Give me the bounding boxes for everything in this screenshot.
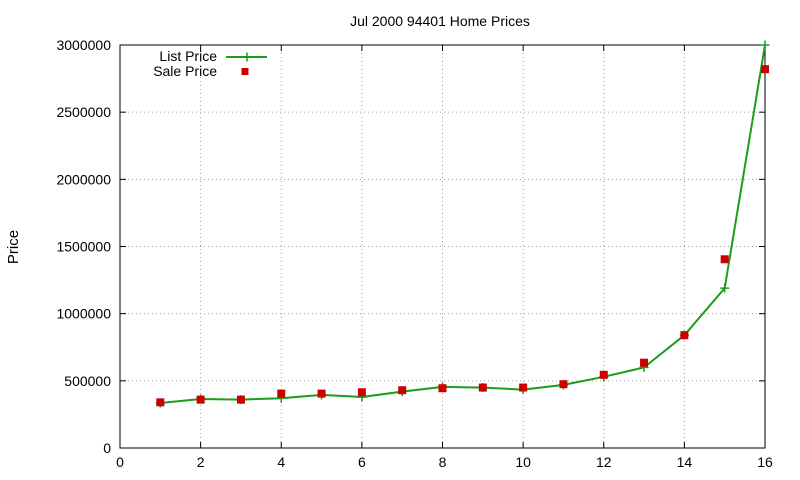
chart-title: Jul 2000 94401 Home Prices (350, 13, 530, 29)
sale-price-point (196, 395, 205, 404)
list-price-point (760, 40, 770, 50)
x-tick-label: 12 (596, 454, 612, 470)
axis-ticks: 0 2 4 6 8 10 12 14 16 0 500000 1000000 1500000 200000… (56, 37, 773, 470)
sale-price-point (640, 358, 649, 367)
x-tick-label: 2 (197, 454, 205, 470)
y-tick-label: 1500000 (56, 239, 111, 255)
legend-label-sale-price: Sale Price (153, 63, 217, 79)
list-price-point (720, 283, 730, 293)
y-tick-label: 500000 (64, 373, 111, 389)
sale-price-point (236, 395, 245, 404)
sale-price-point (559, 380, 568, 389)
y-tick-label: 3000000 (56, 37, 111, 53)
x-tick-label: 16 (757, 454, 773, 470)
legend-label-list-price: List Price (159, 48, 217, 64)
legend-marker-list-price (242, 52, 252, 62)
x-tick-label: 8 (439, 454, 447, 470)
series-layer (155, 40, 770, 408)
sale-price-point (357, 388, 366, 397)
x-tick-label: 10 (515, 454, 531, 470)
sale-price-point (317, 389, 326, 398)
x-tick-label: 6 (358, 454, 366, 470)
y-axis-label: Price (5, 230, 22, 264)
sale-price-point (398, 386, 407, 395)
sale-price-point (478, 383, 487, 392)
legend: List Price Sale Price (153, 48, 267, 79)
legend-marker-sale-price (241, 68, 249, 75)
sale-price-point (156, 398, 165, 407)
x-tick-label: 4 (277, 454, 285, 470)
list-price-line (160, 44, 766, 404)
y-tick-label: 1000000 (56, 306, 111, 322)
sale-price-point (519, 383, 528, 392)
y-tick-label: 0 (103, 440, 111, 456)
sale-price-point (720, 255, 729, 264)
x-tick-label: 14 (677, 454, 693, 470)
sale-price-point (761, 65, 769, 74)
y-tick-label: 2000000 (56, 171, 111, 187)
sale-price-point (277, 389, 286, 398)
sale-price-point (680, 331, 689, 340)
x-tick-label: 0 (116, 454, 124, 470)
sale-price-point (599, 370, 608, 379)
y-tick-label: 2500000 (56, 104, 111, 120)
sale-price-point (438, 384, 447, 393)
